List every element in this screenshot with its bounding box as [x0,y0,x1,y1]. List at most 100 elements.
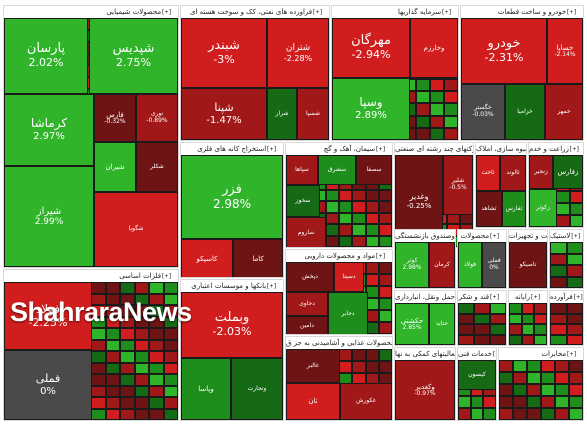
minor-stock-cell[interactable] [555,408,569,420]
minor-stock-cell[interactable] [352,201,366,213]
expand-toggle[interactable]: [+] [161,273,172,280]
minor-stock-cell[interactable] [521,313,535,324]
minor-stock-cell[interactable] [149,408,164,420]
minor-stock-cell[interactable] [474,334,490,345]
minor-stock-cell[interactable] [339,349,353,361]
minor-stock-cell[interactable] [120,305,135,317]
minor-stock-cell[interactable] [444,91,458,104]
sector-1[interactable]: فراورده های نفتی، کک و سوخت هسته ای[+] شب… [180,5,330,141]
minor-stock-cell[interactable] [91,397,106,409]
minor-stock-cell[interactable] [416,103,430,116]
minor-stock-cell[interactable] [483,396,496,408]
minor-stock-cell[interactable] [569,191,583,203]
minor-stock-cell[interactable] [91,316,106,328]
minor-stock-cell[interactable] [541,384,555,396]
minor-stock-cell[interactable] [163,362,178,374]
sector-header[interactable]: محصولات شیمیایی[+] [4,6,178,18]
minor-stock-cell[interactable] [378,212,392,224]
minor-stock-cell[interactable] [134,339,149,351]
minor-stock-cell[interactable] [120,316,135,328]
expand-toggle[interactable]: [+] [568,146,580,153]
minor-stock-cell[interactable] [339,224,353,236]
minor-stock-cell[interactable] [365,235,379,247]
minor-stock-cell[interactable] [163,374,178,386]
minor-stock-cell[interactable] [458,408,471,420]
minor-stock-cell[interactable] [513,372,527,384]
minor-stock-cell[interactable] [378,235,392,247]
minor-stock-cell[interactable] [566,313,583,324]
minor-stock-cell[interactable] [149,397,164,409]
minor-stock-cell[interactable] [444,103,458,116]
minor-stock-cell[interactable] [566,253,583,265]
stock-tile[interactable]: سپاها [286,155,318,185]
expand-toggle[interactable]: [+] [570,233,582,240]
minor-stock-cell[interactable] [163,397,178,409]
minor-stock-cell[interactable] [91,293,106,305]
minor-stock-cell[interactable] [91,385,106,397]
sector-header[interactable]: حمل ونقل، انبارداری[+] [395,291,455,303]
minor-stock-cell[interactable] [352,224,366,236]
minor-stock-cell[interactable] [352,349,366,361]
stock-tile[interactable]: دپخش [286,262,334,292]
minor-stock-cell[interactable] [499,408,513,420]
minor-stock-cell[interactable] [149,374,164,386]
stock-tile[interactable]: شتران -2.28% [267,18,329,88]
minor-stock-cell[interactable] [149,293,164,305]
expand-toggle[interactable]: [+] [441,9,452,16]
expand-toggle[interactable]: [+] [375,253,386,260]
minor-stock-cell[interactable] [569,396,583,408]
stock-tile[interactable]: وبملت -2.03% [181,292,283,358]
minor-stock-cell[interactable] [555,396,569,408]
minor-stock-cell[interactable] [163,339,178,351]
minor-stock-cell[interactable] [352,235,366,247]
minor-stock-cell[interactable] [527,372,541,384]
minor-stock-cell[interactable] [416,91,430,104]
minor-stock-cell[interactable] [444,127,458,140]
minor-stock-cell[interactable] [149,385,164,397]
minor-stock-cell[interactable] [541,396,555,408]
sector-4[interactable]: استخراج کانه های فلزی[+] فزر 2.98% کاما کاسپ… [180,142,284,278]
minor-stock-cell[interactable] [490,303,506,314]
minor-stock-cell[interactable] [378,349,392,361]
minor-stock-cell[interactable] [365,212,379,224]
stock-tile[interactable]: زنجیر [529,155,553,189]
minor-stock-cell[interactable] [91,408,106,420]
minor-stock-cell[interactable] [490,313,506,324]
sector-8[interactable]: زراعت و خدم[+] زفارس زنجیر زکوثر [528,142,584,228]
minor-stock-cell[interactable] [163,282,178,294]
expand-toggle[interactable]: [+] [161,9,172,16]
minor-stock-cell[interactable] [569,215,583,227]
minor-stock-cell[interactable] [163,293,178,305]
sector-header[interactable]: مخابرات[+] [499,348,583,360]
minor-stock-cell[interactable] [430,103,444,116]
minor-stock-cell[interactable] [416,127,430,140]
stock-tile[interactable]: فملی 0% [4,350,92,420]
minor-stock-cell[interactable] [509,313,522,324]
minor-stock-cell[interactable] [120,293,135,305]
stock-tile[interactable]: دجابر [328,292,368,334]
minor-stock-cell[interactable] [134,374,149,386]
sector-11[interactable]: محصولات[+] فولاد فملی 0% [457,229,507,289]
minor-stock-cell[interactable] [352,212,366,224]
minor-stock-cell[interactable] [569,408,583,420]
stock-tile[interactable]: دحاوی [286,292,328,316]
sector-header[interactable]: زراعت و خدم[+] [529,143,583,155]
minor-stock-cell[interactable] [569,360,583,372]
minor-stock-cell[interactable] [149,362,164,374]
minor-stock-cell[interactable] [105,339,120,351]
sector-header[interactable]: خدمات فنی[+] [458,348,496,360]
minor-stock-cell[interactable] [325,189,339,201]
minor-stock-cell[interactable] [120,351,135,363]
sector-header[interactable]: مواد و محصولات دارویی[+] [286,250,392,262]
minor-stock-cell[interactable] [105,328,120,340]
minor-stock-cell[interactable] [474,303,490,314]
expand-toggle[interactable]: [+] [489,233,500,240]
minor-stock-cell[interactable] [378,201,392,213]
minor-stock-cell[interactable] [566,334,583,345]
minor-stock-cell[interactable] [105,362,120,374]
minor-stock-cell[interactable] [105,385,120,397]
minor-stock-cell[interactable] [430,115,444,128]
sector-header[interactable]: فراورده های نفتی، کک و سوخت هسته ای[+] [181,6,329,18]
minor-stock-cell[interactable] [105,408,120,420]
